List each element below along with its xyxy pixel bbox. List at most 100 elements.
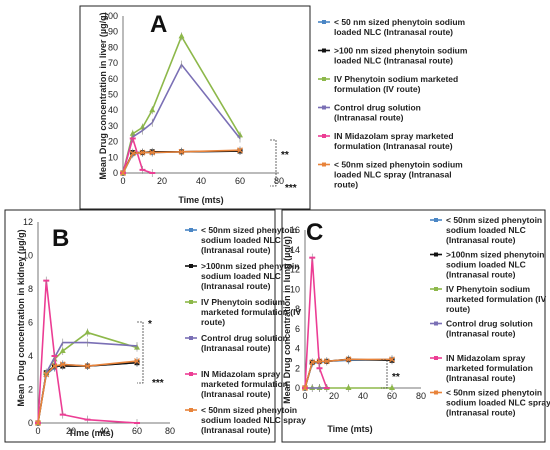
panel-c-legend-marker xyxy=(434,252,438,257)
panel-c-series-line-5 xyxy=(304,358,392,389)
panel-b-series-line-4 xyxy=(37,280,138,424)
panel-b-series-5-point xyxy=(134,358,140,364)
panel-a-y-tick-label: 60 xyxy=(108,74,118,84)
panel-c-y-tick-label: 0 xyxy=(295,383,300,393)
panel-a-significance-bracket xyxy=(270,139,277,187)
panel-c-series-4-point xyxy=(316,367,323,370)
panel-b-y-tick-label: 8 xyxy=(28,284,33,294)
panel-c-y-tick-label: 6 xyxy=(295,324,300,334)
panel-b-x-tick-label: 40 xyxy=(99,426,109,436)
panel-a-y-tick-label: 40 xyxy=(108,105,118,115)
panel-a-y-tick-label: 100 xyxy=(103,11,118,21)
panel-a: A Mean Drug concentration in liver (µg/g… xyxy=(79,5,468,210)
panel-c-legend-label: IN Midazolam spray marketed formulation (I… xyxy=(446,353,533,383)
panel-c: C Mean Drug concentration in lung (µg/g)… xyxy=(281,209,550,443)
panel-c-plot: 0 20 40 60 80 0 2 4 6 8 10 12 14 16 ** xyxy=(290,225,426,401)
panel-b-series-5-point xyxy=(84,363,91,370)
panel-b-y-tick-label: 10 xyxy=(23,251,33,261)
panel-b-series-line-0 xyxy=(37,361,138,424)
panel-c-legend-marker xyxy=(434,218,438,222)
panel-b-y-tick-label: 12 xyxy=(23,217,33,227)
panel-c-y-tick-label: 8 xyxy=(295,304,300,314)
panel-a-x-axis-label: Time (mts) xyxy=(178,195,223,205)
panel-b-legend-marker xyxy=(189,264,193,268)
panel-a-series-5-point xyxy=(149,149,156,156)
panel-a-y-tick-label: 70 xyxy=(108,58,118,68)
panel-b-legend-label: IV Phenytoin sodium marketed formulation … xyxy=(201,297,301,327)
panel-a-legend-marker xyxy=(322,162,326,167)
panel-b-series-4-point xyxy=(134,422,140,424)
panel-a-legend-label: IN Midazolam spray marketed formulation (… xyxy=(334,131,454,151)
panel-c-series-5-point xyxy=(389,356,395,363)
panel-b-legend: < 50nm sized phenytoin sodium loaded NLC(… xyxy=(185,225,306,435)
panel-b-significance-label: * xyxy=(148,319,152,330)
panel-a-letter: A xyxy=(150,11,167,38)
panel-b-legend-marker xyxy=(189,300,193,304)
panel-c-series-4-point xyxy=(323,387,330,389)
panel-a-x-tick-label: 80 xyxy=(274,176,284,186)
panel-c-legend: < 50nm sized phenytoin sodium loaded NLC(… xyxy=(430,215,550,418)
panel-b-series-5-point xyxy=(35,420,41,426)
panel-c-y-tick-label: 4 xyxy=(295,344,300,354)
panel-b-series-5-point xyxy=(59,361,66,368)
panel-a-legend-label: >100 nm sized phenytoin sodium loaded NLC… xyxy=(334,46,468,66)
panel-b-x-tick-label: 0 xyxy=(35,426,40,436)
panel-a-series-5-point xyxy=(178,148,185,155)
panel-a-y-axis-label: Mean Drug concentration in liver (µg/g) xyxy=(98,12,108,179)
panel-b-x-tick-label: 80 xyxy=(165,426,175,436)
panel-a-series-5-point xyxy=(237,147,243,154)
panel-c-legend-marker xyxy=(434,390,438,395)
panel-b-y-tick-label: 6 xyxy=(28,318,33,328)
panel-b-series-2-point xyxy=(84,329,91,335)
panel-a-y-tick-label: 0 xyxy=(113,168,118,178)
panel-c-series-2-point xyxy=(389,384,395,390)
panel-c-legend-marker xyxy=(434,356,438,360)
panel-c-series-5-point xyxy=(309,359,316,366)
panel-b-series-4-point xyxy=(59,413,66,416)
panel-a-x-tick-label: 0 xyxy=(120,176,125,186)
panel-a-frame xyxy=(79,5,311,210)
panel-b-legend-marker xyxy=(189,336,193,340)
panel-a-series-5-point xyxy=(129,150,136,157)
panel-b-x-tick-label: 20 xyxy=(66,426,76,436)
panel-b-legend-marker xyxy=(189,372,193,376)
panel-a-legend-marker xyxy=(322,20,326,24)
panel-b-legend-label: Control drug solution (Intranasal route) xyxy=(201,333,288,353)
panel-b-series-line-5 xyxy=(37,360,138,424)
panel-c-significance-bracket xyxy=(381,359,388,389)
panel-b-legend-marker xyxy=(189,228,193,232)
panel-a-legend-label: IV Phenytoin sodium marketed formulation … xyxy=(334,74,458,94)
panel-a-x-tick-label: 20 xyxy=(157,176,167,186)
panel-a-series-line-4 xyxy=(122,135,153,174)
panel-c-series-2-point xyxy=(345,384,352,390)
panel-a-legend-marker xyxy=(322,105,326,110)
panel-c-legend-label: IV Phenytoin sodium marketed formulation … xyxy=(446,284,546,314)
panel-c-y-axis-label: Mean Drug concentration in lung (µg/g) xyxy=(282,236,292,404)
panel-a-significance-label: ** xyxy=(281,150,289,161)
panel-b-series-2-point xyxy=(59,347,66,353)
panel-b-legend-label: IN Midazolam spray marketed formulation (I… xyxy=(201,369,288,399)
panel-b-significance-label: *** xyxy=(152,378,164,389)
panel-a-series-line-3 xyxy=(122,63,241,174)
panel-a-series-4-point xyxy=(139,168,146,171)
panel-b-series-line-3 xyxy=(37,341,138,424)
panel-a-x-tick-label: 40 xyxy=(196,176,206,186)
panel-b-series-line-1 xyxy=(37,361,138,424)
panel-c-legend-marker xyxy=(434,287,438,291)
panel-c-x-tick-label: 80 xyxy=(416,391,426,401)
panel-b-series-4-point xyxy=(51,355,58,357)
panel-b-legend-label: >100nm sized phenytoin sodium loaded NLC(… xyxy=(201,261,300,291)
panel-b-series-4-point xyxy=(43,279,50,282)
panel-a-significance-label: *** xyxy=(285,183,297,194)
panel-a-series-4-point xyxy=(129,137,136,140)
panel-b: B Mean Drug concentration in kidney (µg/… xyxy=(4,209,306,443)
panel-a-legend-marker xyxy=(322,77,326,81)
panel-c-frame xyxy=(281,209,546,443)
panel-a-y-tick-label: 80 xyxy=(108,42,118,52)
panel-b-y-tick-label: 4 xyxy=(28,351,33,361)
panel-c-y-tick-label: 12 xyxy=(290,265,300,275)
panel-a-y-tick-label: 90 xyxy=(108,27,118,37)
panel-a-legend-label: Control drug solution (Intranasal route) xyxy=(334,103,421,123)
